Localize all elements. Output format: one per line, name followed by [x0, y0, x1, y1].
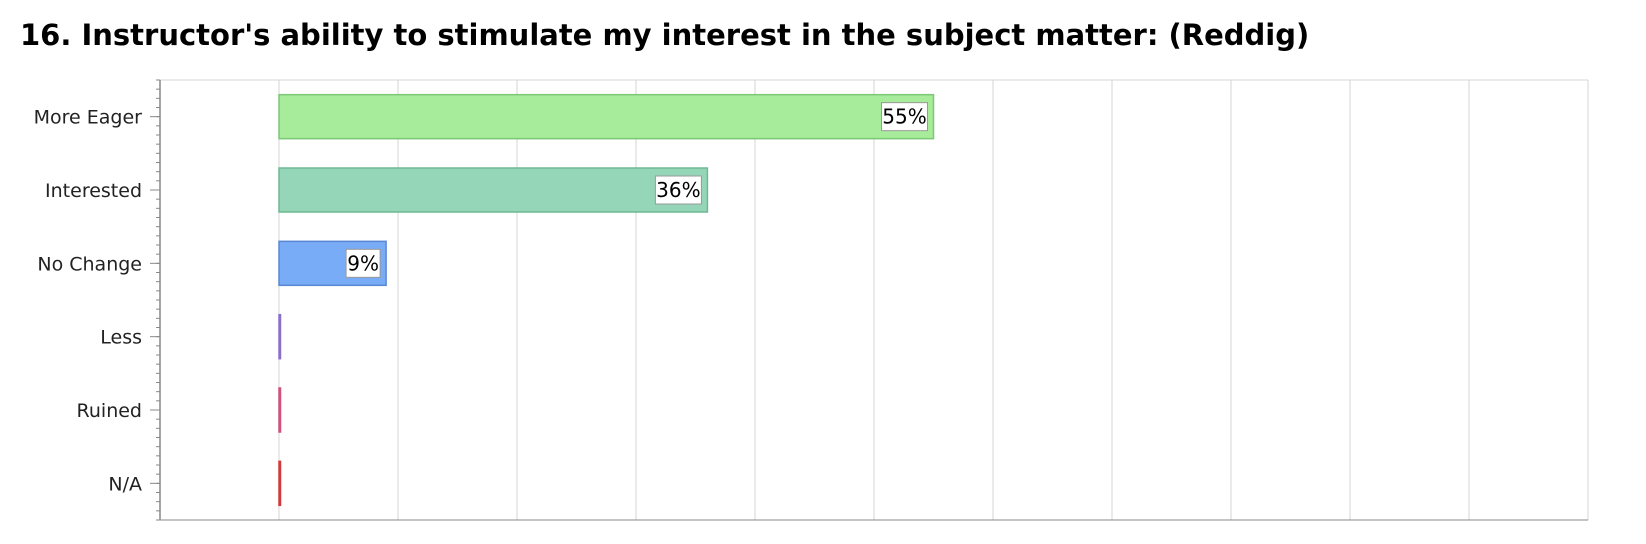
category-label: Interested [45, 180, 142, 202]
category-label: Less [100, 327, 142, 349]
data-labels: 55% 36% 9% [345, 102, 928, 278]
data-label-box [345, 248, 381, 278]
bar [278, 460, 282, 507]
data-label-box [654, 175, 702, 205]
bars [278, 93, 935, 507]
data-label: 55% [882, 105, 926, 129]
category-label: N/A [108, 473, 142, 495]
bar [278, 167, 709, 213]
data-label-box [881, 102, 928, 132]
category-label: More Eager [34, 107, 143, 129]
gridlines [160, 79, 1589, 521]
category-axis: More Eager Interested No Change Less Ruined N… [34, 79, 161, 521]
data-label: 36% [656, 178, 700, 202]
category-label: Ruined [77, 400, 142, 422]
bar [278, 93, 935, 140]
data-label: 9% [347, 251, 379, 275]
bar [278, 313, 282, 360]
bar [278, 387, 282, 433]
category-label: No Change [37, 253, 142, 275]
chart-title: 16. Instructor's ability to stimulate my… [20, 18, 1310, 52]
